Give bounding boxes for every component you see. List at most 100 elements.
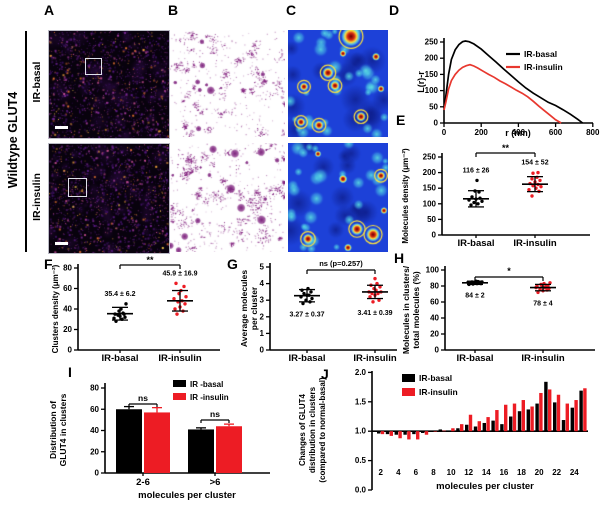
- scale-bar-insulin: [55, 242, 68, 245]
- y-tick-label: 100: [426, 266, 440, 275]
- data-dot: [539, 184, 543, 189]
- x-tick-label: 8: [431, 468, 436, 477]
- y-tick-label: 0.0: [355, 486, 367, 495]
- data-dot: [536, 170, 540, 175]
- bar-IR-basal: [403, 431, 407, 435]
- category-label: IR-basal: [457, 353, 494, 364]
- bar-IR-basal: [465, 424, 469, 432]
- x-tick-label: 22: [552, 468, 561, 477]
- y-tick-label: 0: [434, 119, 439, 128]
- bar-IR-insulin: [477, 421, 481, 432]
- bar-IR-basal: [491, 420, 495, 432]
- data-dot: [309, 290, 313, 294]
- axis-title: per cluster: [249, 286, 259, 330]
- data-dot: [123, 315, 127, 319]
- y-tick-label: 0: [432, 231, 437, 240]
- data-dot: [172, 297, 176, 301]
- bar-IR-insulin: [380, 431, 385, 435]
- data-dot: [375, 281, 379, 286]
- panel-label-j: J: [321, 366, 329, 382]
- x-tick-label: 12: [464, 468, 473, 477]
- panel-label-b: B: [168, 2, 179, 18]
- x-tick-label: 10: [447, 468, 456, 477]
- y-tick-label: 250: [425, 38, 439, 47]
- roi-box-basal: [85, 58, 102, 75]
- panel-i-distribution-bar-chart: 0 20 40 60 80 2-6 ns >6 ns molecules per cluster D…: [40, 368, 285, 514]
- sig-label: **: [502, 143, 510, 153]
- bar-IR-basal: [579, 390, 583, 432]
- bar-IR-basal: [517, 411, 522, 432]
- panel-h-clustered-fraction-plot: 0 20 40 60 80 100 IR-basal 84 ± 2 IR-insulin 78 ±…: [395, 253, 600, 365]
- stat-label: 45.9 ± 16.9: [163, 270, 198, 277]
- roi-box-insulin: [68, 178, 87, 197]
- y-tick-label: 100: [425, 86, 439, 95]
- chart-canvas: 0 20 40 60 80 IR-basal 35.4 ± 6.2 IR-insulin 45.…: [51, 255, 220, 364]
- y-tick-label: 1: [260, 329, 265, 338]
- y-tick-label: 150: [425, 70, 439, 79]
- data-dot: [538, 178, 542, 183]
- data-dot: [310, 296, 314, 301]
- axis-title: total molecules (%): [411, 271, 421, 349]
- axis-title: Molecules density (μm⁻²): [401, 148, 410, 244]
- bar-IR-insulin: [495, 410, 499, 432]
- bar-IR-basal: [570, 407, 574, 432]
- data-dot: [173, 307, 177, 311]
- data-dot: [470, 195, 474, 199]
- bar-IR-insulin: [442, 430, 446, 432]
- legend-swatch: [173, 380, 186, 387]
- data-dot: [469, 203, 473, 207]
- x-tick-label: 200: [475, 128, 489, 137]
- category-label: 2-6: [136, 477, 150, 488]
- y-tick-label: 100: [423, 199, 437, 208]
- bar-IR-basal: [500, 424, 504, 432]
- data-dot: [175, 312, 179, 316]
- y-tick-label: 2: [260, 312, 265, 321]
- storm-image-insulin: [48, 143, 170, 254]
- data-dot: [377, 298, 381, 302]
- data-dot: [370, 291, 374, 296]
- data-dot: [472, 200, 476, 205]
- bar-IR-insulin: [451, 428, 455, 432]
- y-tick-label: 1.0: [355, 427, 367, 436]
- row-label-ir-insulin: IR-insulin: [31, 173, 43, 221]
- y-tick-label: 0.5: [355, 456, 367, 465]
- x-tick-label: 400: [512, 128, 526, 137]
- bar-IR-insulin: [539, 392, 543, 432]
- scale-bar-basal: [55, 126, 68, 129]
- x-tick-label: 4: [396, 468, 401, 477]
- data-dot: [183, 302, 187, 306]
- category-label: IR-insulin: [513, 238, 556, 249]
- axis-title: Molecules in clusters/: [401, 265, 411, 354]
- curve-IR-insulin: [443, 63, 562, 124]
- bar-IR-insulin: [424, 431, 429, 435]
- chart-canvas: 0 50 100 150 200 250 0 200 400 600 800 r (nm) L(r)-r…: [416, 38, 600, 139]
- chart-canvas: 0 1 2 3 4 5 IR-basal 3.27 ± 0.37 IR-insulin 3.41 …: [239, 259, 397, 364]
- data-dot: [368, 295, 372, 299]
- legend-swatch: [402, 388, 415, 396]
- category-label: >6: [210, 477, 221, 488]
- panel-d-ripley-line-chart: 0 50 100 150 200 250 0 200 400 600 800 r (nm) L(r)-r…: [386, 14, 600, 140]
- panel-label-i: I: [68, 364, 72, 380]
- y-tick-label: 40: [63, 305, 72, 314]
- legend-label: IR-basal: [524, 49, 557, 59]
- y-tick-label: 40: [90, 426, 99, 435]
- data-dot: [378, 285, 382, 289]
- panel-label-g: G: [227, 256, 238, 272]
- bar-IR-basal: [553, 402, 557, 432]
- y-tick-label: 1.5: [355, 397, 367, 406]
- bar-IR-basal: [377, 431, 381, 434]
- axis-title: Clusters density (μm⁻²): [51, 264, 60, 353]
- x-tick-label: 800: [586, 128, 600, 137]
- bar-IR-insulin: [548, 389, 552, 432]
- x-tick-label: 24: [570, 468, 579, 477]
- data-dot: [112, 316, 116, 320]
- x-tick-label: 2: [378, 468, 383, 477]
- y-tick-label: 0: [260, 346, 265, 355]
- data-dot: [301, 301, 305, 306]
- y-tick-label: 0: [435, 346, 440, 355]
- bar-IR-basal: [561, 420, 566, 432]
- data-dot: [182, 284, 186, 289]
- bar-IR -basal: [188, 429, 214, 473]
- legend-swatch: [173, 393, 186, 400]
